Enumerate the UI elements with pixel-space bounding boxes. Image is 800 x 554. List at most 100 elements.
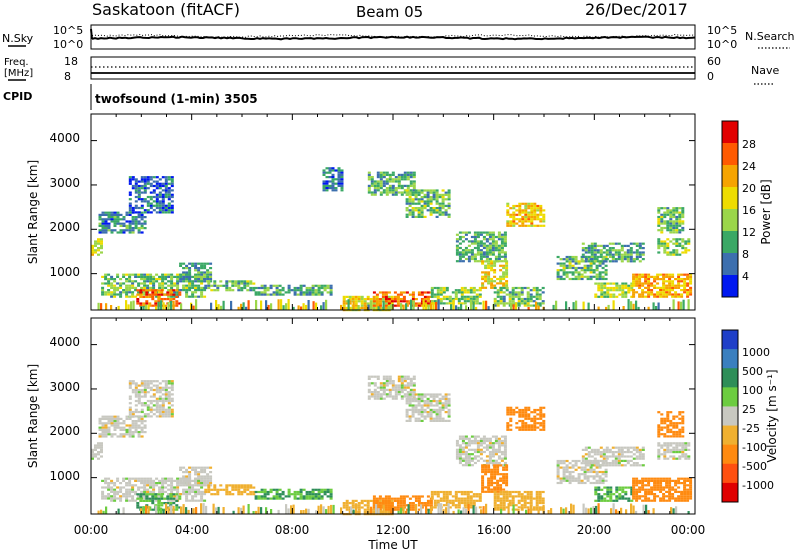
heatmap-cell (678, 218, 682, 221)
heatmap-cell (151, 508, 155, 511)
heatmap-cell (426, 198, 430, 201)
heatmap-cell (493, 260, 497, 263)
heatmap-cell (417, 402, 421, 405)
heatmap-cell (602, 255, 606, 258)
heatmap-cell (252, 289, 256, 292)
heatmap-cell (565, 301, 568, 310)
heatmap-cell (128, 395, 132, 398)
heatmap-cell (423, 196, 427, 199)
heatmap-cell (497, 244, 501, 247)
heatmap-cell (417, 497, 421, 500)
heatmap-cell (515, 422, 519, 425)
heatmap-cell (329, 286, 333, 290)
heatmap-cell (596, 448, 600, 451)
heatmap-cell (605, 462, 609, 465)
heatmap-cell (329, 490, 333, 494)
heatmap-cell (485, 439, 489, 443)
heatmap-cell (479, 450, 483, 454)
heatmap-cell (167, 295, 171, 298)
heatmap-cell (444, 406, 448, 409)
heatmap-cell (182, 262, 186, 265)
heatmap-cell (485, 238, 489, 241)
heatmap-cell (328, 176, 332, 179)
heatmap-cell (414, 189, 418, 192)
heatmap-cell (260, 284, 264, 287)
heatmap-cell (411, 406, 415, 409)
heatmap-cell (161, 206, 165, 210)
heatmap-cell (409, 382, 413, 385)
heatmap-cell (370, 193, 374, 196)
nsearch-tick-bottom: 10^0 (707, 38, 737, 51)
heatmap-cell (194, 484, 198, 487)
heatmap-cell (502, 291, 506, 294)
heatmap-cell (191, 275, 195, 278)
heatmap-cell (260, 495, 264, 498)
heatmap-cell (131, 488, 135, 491)
heatmap-cell (539, 220, 543, 223)
heatmap-cell (155, 399, 159, 403)
heatmap-cell (586, 275, 590, 278)
heatmap-cell (455, 238, 459, 241)
heatmap-cell (439, 490, 443, 494)
heatmap-cell (433, 504, 437, 507)
heatmap-cell (447, 202, 451, 205)
heatmap-cell (146, 488, 150, 491)
heatmap-cell (101, 227, 105, 230)
heatmap-cell (134, 295, 138, 298)
heatmap-cell (500, 464, 504, 467)
nave-label: Nave (751, 64, 779, 77)
heatmap-cell (481, 282, 485, 285)
heatmap-cell (143, 479, 147, 482)
heatmap-cell (584, 464, 588, 467)
heatmap-cell (394, 388, 398, 391)
heatmap-cell (128, 220, 132, 223)
heatmap-cell (393, 508, 397, 511)
heatmap-cell (426, 415, 430, 418)
heatmap-cell (615, 286, 619, 290)
heatmap-cell (580, 273, 584, 276)
heatmap-cell (601, 479, 605, 482)
heatmap-cell (104, 415, 108, 418)
heatmap-cell (242, 302, 245, 310)
heatmap-cell (194, 280, 198, 283)
heatmap-cell (593, 249, 597, 252)
heatmap-cell (420, 291, 424, 294)
heatmap-cell (158, 406, 162, 409)
heatmap-cell (119, 282, 123, 285)
heatmap-cell (535, 506, 539, 509)
heatmap-cell (137, 273, 141, 276)
heatmap-cell (562, 266, 566, 270)
heatmap-cell (400, 375, 404, 378)
heatmap-cell (385, 191, 389, 194)
heatmap-cell (595, 479, 599, 482)
heatmap-cell (472, 495, 476, 498)
heatmap-cell (635, 300, 638, 310)
heatmap-cell (237, 490, 241, 494)
heatmap-cell (390, 508, 394, 511)
heatmap-cell (207, 286, 211, 290)
heatmap-cell (647, 280, 651, 283)
heatmap-cell (506, 406, 510, 409)
heatmap-cell (611, 464, 615, 467)
heatmap-cell (170, 286, 174, 289)
heatmap-cell (624, 291, 628, 294)
heatmap-cell (131, 231, 135, 234)
heatmap-cell (662, 278, 666, 281)
heatmap-cell (128, 413, 132, 416)
heatmap-cell (382, 189, 386, 192)
heatmap-cell (650, 289, 654, 292)
heatmap-cell (457, 499, 461, 502)
heatmap-cell (348, 302, 352, 305)
heatmap-cell (185, 475, 189, 478)
heatmap-cell (662, 291, 666, 294)
heatmap-cell (348, 295, 352, 298)
heatmap-cell (152, 395, 156, 398)
heatmap-cell (146, 200, 150, 203)
heatmap-cell (397, 380, 401, 383)
heatmap-cell (624, 282, 628, 285)
heatmap-cell (231, 488, 235, 491)
heatmap-cell (454, 295, 458, 298)
heatmap-cell (435, 193, 439, 196)
heatmap-cell (438, 413, 442, 416)
heatmap-cell (101, 289, 105, 292)
